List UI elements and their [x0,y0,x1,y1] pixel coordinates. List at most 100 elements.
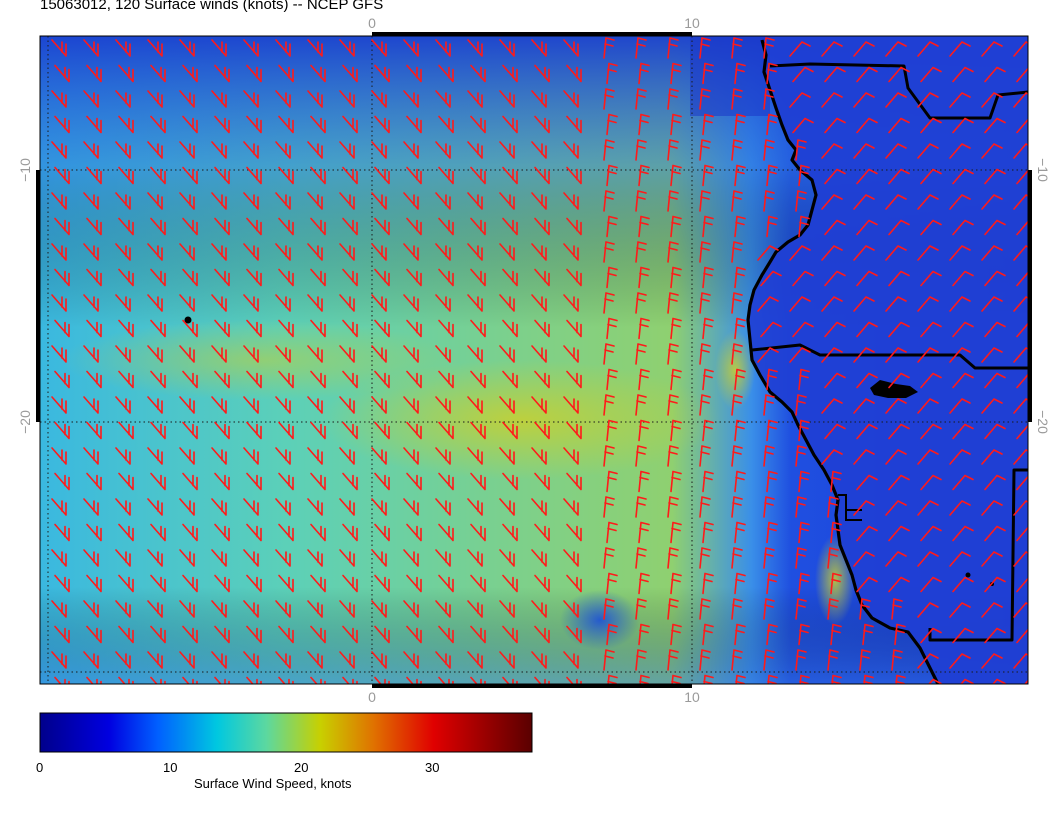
wind-barb [54,421,70,440]
wind-barb [763,37,775,59]
wind-barb [670,266,682,289]
wind-barb [824,219,846,236]
wind-barb [243,498,259,516]
wind-barb [824,423,846,440]
wind-barb [635,241,647,263]
wind-barb [853,500,875,516]
wind-barb [920,627,942,644]
colorbar-tick-30: 30 [425,760,440,775]
wind-barb [211,651,227,669]
wind-barb [830,623,842,646]
wind-barb [827,649,839,671]
wind-barb [821,92,843,108]
wind-barb [638,113,650,136]
wind-barb [702,368,714,391]
wind-barb [86,64,102,83]
wind-barb [667,445,679,467]
wind-barb [150,115,166,134]
wind-barb [789,245,811,261]
wind-barb [278,319,294,338]
wind-barb [603,37,615,59]
wind-barb [179,447,195,465]
wind-barb [182,268,198,287]
wind-barb [502,217,518,236]
wind-barb [635,649,647,671]
wind-barb [275,345,291,363]
wind-barb [467,396,483,414]
wind-barb [339,345,355,363]
wind-barb [467,600,483,618]
wind-barb [563,396,579,414]
wind-barb [406,574,422,593]
lake-outline [870,380,918,398]
wind-barb [670,623,682,646]
wind-barb [763,190,775,212]
wind-barb [566,268,582,287]
wind-barb [310,421,326,440]
wind-barb [275,447,291,465]
wind-barb [51,651,67,669]
wind-barb [403,549,419,567]
wind-barb [670,215,682,238]
wind-barb [888,474,910,491]
wind-barb [406,370,422,389]
wind-barb [789,41,811,57]
wind-barb [603,496,615,518]
wind-barb [603,649,615,671]
wind-barb [214,319,230,338]
wind-barb [731,547,743,569]
wind-barb [374,523,390,542]
wind-barb [667,343,679,365]
wind-barb [670,62,682,85]
wind-barb [147,141,163,159]
wind-barb [735,674,746,684]
lat-lon-grid [40,36,1028,684]
wind-barb [731,649,743,671]
wind-barb [638,62,650,85]
wind-barb [499,549,515,567]
wind-barb [179,345,195,363]
wind-barb [984,270,1006,287]
wind-barb [339,39,355,57]
wind-barb [702,164,714,187]
wind-barb [984,372,1006,389]
wind-barb [798,572,810,595]
wind-barb [703,674,714,684]
wind-barb [118,625,134,644]
wind-barb [118,370,134,389]
wind-barb [885,296,907,312]
wind-barb [374,217,390,236]
wind-barb [1016,322,1028,338]
wind-barb [214,115,230,134]
wind-barb [435,600,451,618]
wind-barb [952,168,974,185]
wind-barb [278,523,294,542]
wind-barb [118,217,134,236]
wind-barb [86,625,102,644]
wind-barb [952,627,974,644]
wind-barb [310,217,326,236]
wind-barb [766,623,778,646]
wind-barb [531,600,547,618]
wind-barb [603,190,615,212]
wind-barb [795,496,807,518]
wind-barb [275,39,291,57]
wind-barb [734,266,746,289]
wind-barb [831,674,842,684]
wind-barb [438,370,454,389]
wind-barb [821,245,843,261]
wind-barb [638,419,650,442]
wind-barb [307,192,323,210]
wind-barb [54,268,70,287]
colorbar-tick-0: 0 [36,760,44,775]
wind-barb [243,39,259,57]
wind-barb [734,317,746,340]
wind-barb [798,470,810,493]
wind-barb [339,600,355,618]
wind-barb [763,445,775,467]
wind-barb [853,41,875,57]
wind-barb [534,370,550,389]
wind-barb [406,115,422,134]
wind-barb [406,166,422,185]
wind-barb [374,115,390,134]
